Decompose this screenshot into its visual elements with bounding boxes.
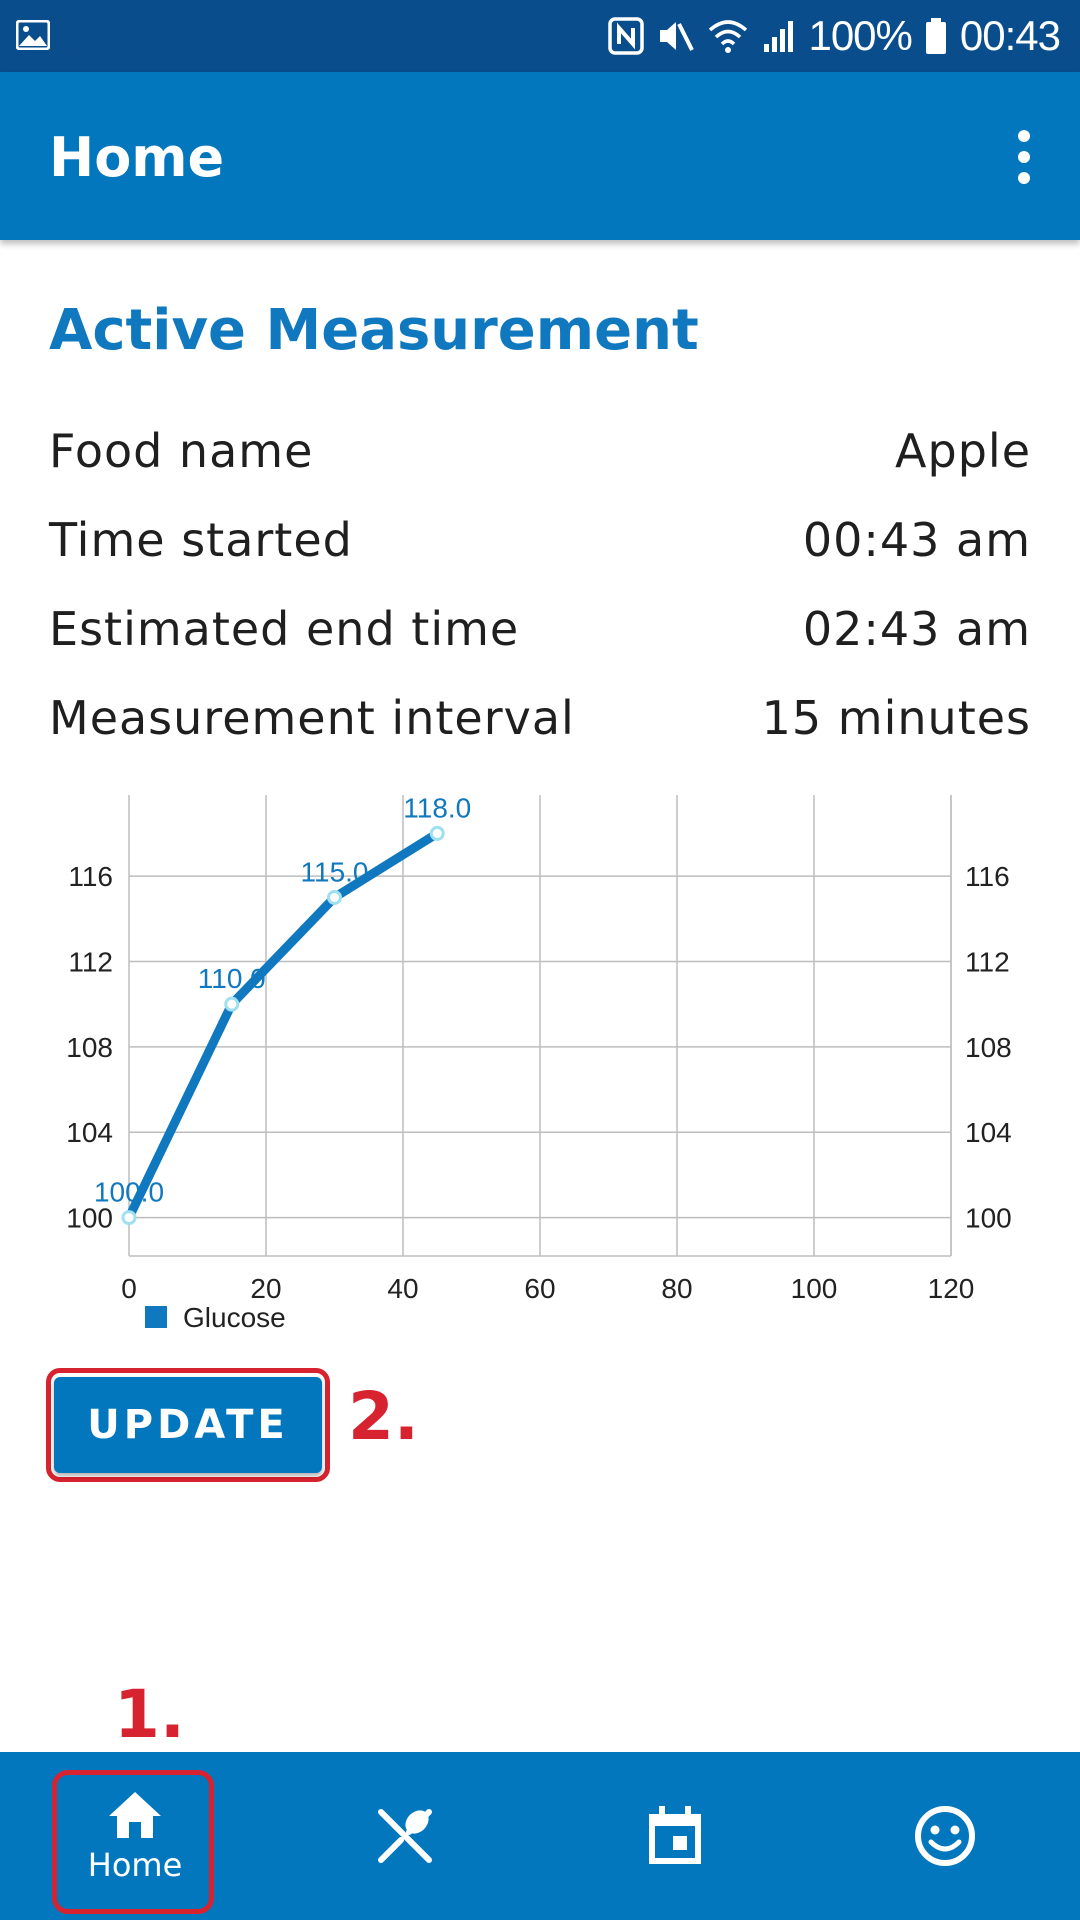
y-tick-label: 116 [68, 861, 113, 892]
data-point [429, 825, 445, 841]
battery-icon [925, 18, 946, 54]
x-tick-label: 80 [661, 1273, 692, 1304]
info-value: Apple [895, 424, 1031, 478]
info-row-food-name: Food name Apple [49, 421, 1031, 481]
glucose-chart: 0 20 40 60 80 100 120 100 100 104 104 108 108 112 112 1… [66, 792, 1012, 1333]
info-value: 02:43 am [802, 602, 1031, 656]
mute-icon [660, 22, 695, 51]
legend-label: Glucose [183, 1302, 286, 1333]
y-tick-label: 112 [68, 946, 113, 977]
update-button[interactable]: UPDATE [54, 1377, 322, 1473]
series-line-glucose [124, 828, 442, 1223]
clock: 00:43 [959, 12, 1061, 59]
x-tick-label: 60 [524, 1273, 555, 1304]
data-point [121, 1210, 137, 1226]
annotation-2: 2. [348, 1378, 419, 1455]
y-tick-label: 108 [66, 1032, 113, 1063]
smiley-icon [915, 1806, 975, 1866]
section-title: Active Measurement [49, 298, 699, 363]
info-label: Measurement interval [49, 691, 575, 745]
wifi-icon [709, 20, 748, 53]
gallery-icon [16, 20, 50, 50]
data-point [327, 889, 342, 905]
app-bar: Home [0, 72, 1080, 240]
y-tick-label-right: 104 [965, 1117, 1012, 1148]
y-tick-label: 100 [66, 1203, 113, 1234]
bottom-nav: Home [0, 1752, 1080, 1920]
nav-item-home[interactable]: Home [35, 1752, 235, 1920]
info-row-estimated-end-time: Estimated end time 02:43 am [49, 599, 1031, 659]
x-tick-label: 20 [250, 1273, 281, 1304]
nav-item-calendar[interactable] [575, 1752, 775, 1920]
info-value: 15 minutes [761, 691, 1031, 745]
x-tick-label: 100 [791, 1273, 838, 1304]
info-row-measurement-interval: Measurement interval 15 minutes [49, 688, 1031, 748]
data-label: 110.0 [198, 963, 266, 994]
signal-icon [764, 21, 794, 52]
info-label: Time started [49, 513, 353, 567]
y-tick-label-right: 116 [965, 861, 1010, 892]
x-tick-label: 120 [928, 1273, 975, 1304]
legend-swatch [145, 1306, 167, 1328]
data-label: 118.0 [403, 792, 471, 823]
nav-item-profile[interactable] [845, 1752, 1045, 1920]
annotation-1: 1. [114, 1676, 185, 1753]
info-label: Food name [49, 424, 314, 478]
y-tick-label-right: 112 [965, 946, 1010, 977]
page-title: Home [49, 126, 225, 189]
data-label: 100.0 [94, 1177, 164, 1208]
nav-item-food[interactable] [305, 1752, 505, 1920]
highlight-update [46, 1368, 330, 1482]
x-tick-label: 40 [387, 1273, 418, 1304]
more-vert-icon[interactable] [996, 122, 1052, 192]
info-value: 00:43 am [802, 513, 1031, 567]
data-label: 115.0 [301, 856, 369, 887]
calendar-icon [649, 1806, 701, 1864]
home-icon [109, 1792, 161, 1838]
info-row-time-started: Time started 00:43 am [49, 510, 1031, 570]
nav-label-home: Home [87, 1846, 183, 1884]
data-point [224, 996, 240, 1012]
status-bar: 100% 00:43 [0, 0, 1080, 72]
highlight-home [52, 1770, 214, 1914]
x-tick-label: 0 [121, 1273, 137, 1304]
y-tick-label: 104 [66, 1117, 113, 1148]
battery-percent: 100% [808, 12, 912, 59]
y-tick-label-right: 108 [965, 1032, 1012, 1063]
nfc-icon [608, 17, 645, 55]
y-tick-label-right: 100 [965, 1203, 1012, 1234]
food-icon [378, 1809, 432, 1863]
info-label: Estimated end time [49, 602, 520, 656]
